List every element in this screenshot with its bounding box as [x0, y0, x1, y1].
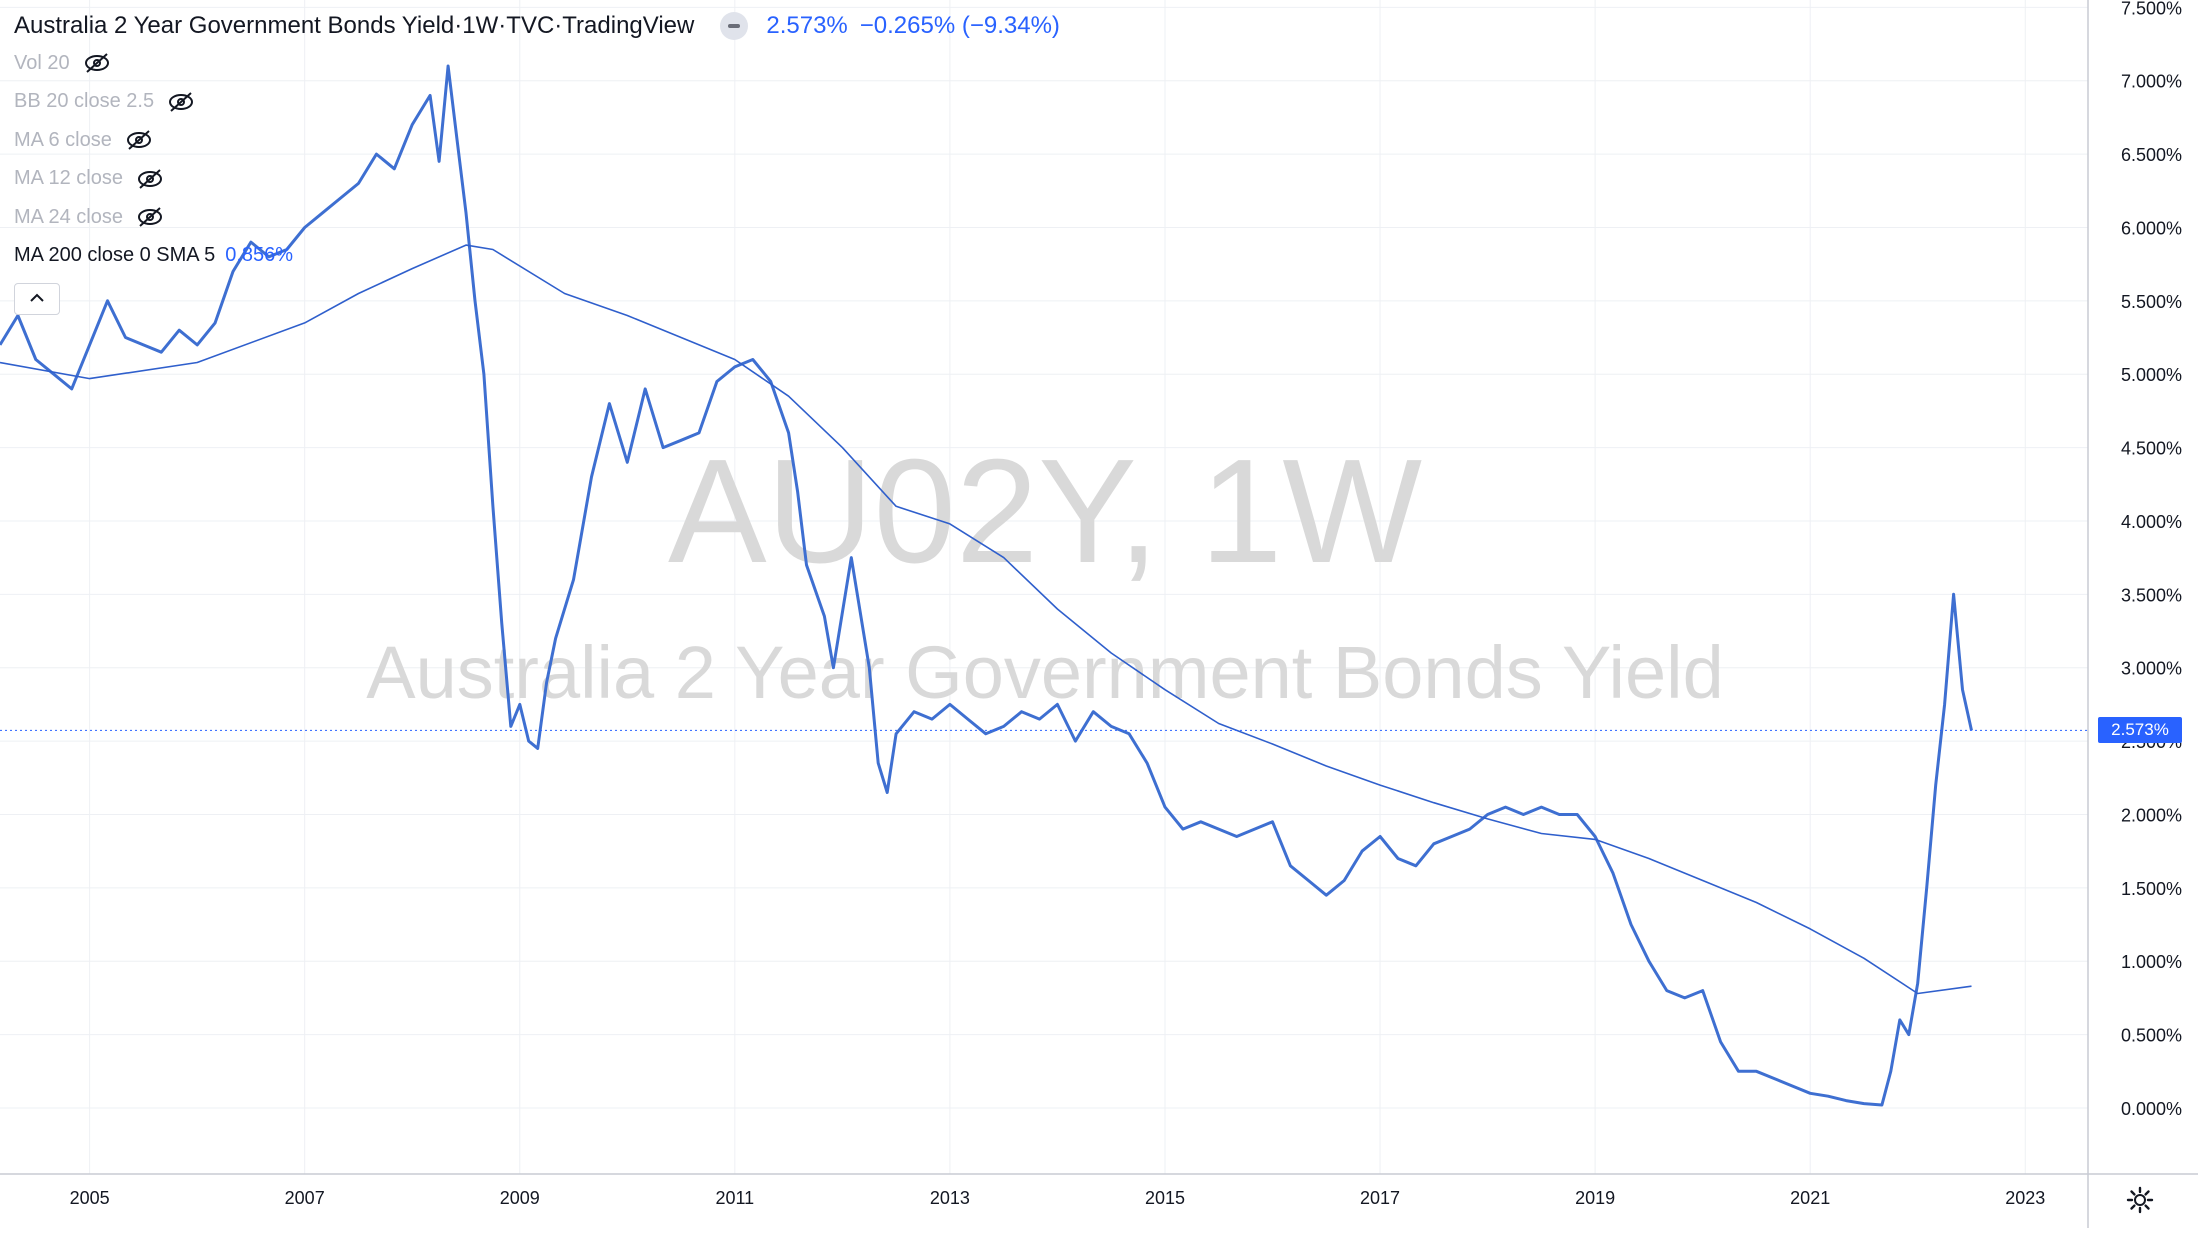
indicator-value: 0.856%	[225, 244, 294, 267]
watermark-description: Australia 2 Year Government Bonds Yield	[366, 631, 1724, 714]
y-tick-label: 7.500%	[2121, 0, 2182, 18]
platform-label: TradingView	[562, 12, 695, 39]
last-value: 2.573%	[766, 12, 848, 39]
x-tick-label: 2009	[500, 1188, 540, 1208]
indicator-label: MA 200 close 0 SMA 5	[14, 244, 216, 267]
y-tick-label: 6.000%	[2121, 218, 2182, 238]
legend: Australia 2 Year Government Bonds Yield …	[14, 8, 1072, 315]
y-tick-label: 0.000%	[2121, 1099, 2182, 1119]
y-tick-label: 4.000%	[2121, 512, 2182, 532]
eye-crossed-icon[interactable]	[137, 207, 163, 227]
indicator-label: MA 6 close	[14, 128, 112, 151]
last-price-badge: 2.573%	[2098, 717, 2182, 744]
indicator-label: BB 20 close 2.5	[14, 90, 155, 113]
x-tick-label: 2015	[1145, 1188, 1185, 1208]
watermark-symbol: AU02Y, 1W	[668, 429, 1422, 594]
indicator-ma200[interactable]: MA 200 close 0 SMA 5 0.856%	[14, 237, 1072, 276]
indicator-label: Vol 20	[14, 51, 70, 74]
eye-crossed-icon[interactable]	[168, 92, 194, 112]
interval-label[interactable]: 1W	[462, 12, 499, 39]
indicator-label: MA 12 close	[14, 167, 123, 190]
x-tick-label: 2011	[715, 1188, 754, 1208]
y-tick-label: 2.000%	[2121, 805, 2182, 825]
legend-separator: ·	[554, 12, 563, 39]
legend-separator: ·	[454, 12, 463, 39]
x-tick-label: 2023	[2005, 1188, 2045, 1208]
eye-crossed-icon[interactable]	[126, 130, 152, 150]
indicator-ma24[interactable]: MA 24 close	[14, 198, 1072, 237]
chart-settings-button[interactable]	[2120, 1182, 2160, 1222]
legend-title-row: Australia 2 Year Government Bonds Yield …	[14, 8, 1072, 44]
y-tick-label: 3.500%	[2121, 585, 2182, 605]
y-tick-label: 6.500%	[2121, 145, 2182, 165]
y-tick-label: 3.000%	[2121, 659, 2182, 679]
gear-icon	[2126, 1186, 2154, 1219]
x-tick-label: 2019	[1575, 1188, 1615, 1208]
series-layer	[0, 64, 1973, 1107]
minus-circle-icon[interactable]	[720, 12, 749, 40]
y-tick-label: 5.000%	[2121, 365, 2182, 385]
source-label: TVC	[506, 12, 555, 39]
price-series-line	[0, 64, 1973, 1107]
indicator-ma12[interactable]: MA 12 close	[14, 160, 1072, 199]
indicator-ma6[interactable]: MA 6 close	[14, 121, 1072, 160]
collapse-legend-button[interactable]	[14, 283, 60, 315]
watermark: AU02Y, 1W Australia 2 Year Government Bo…	[366, 429, 1724, 714]
indicator-vol[interactable]: Vol 20	[14, 44, 1072, 83]
eye-crossed-icon[interactable]	[84, 53, 110, 73]
x-tick-label: 2013	[930, 1188, 970, 1208]
y-tick-label: 4.500%	[2121, 439, 2182, 459]
y-tick-label: 1.000%	[2121, 952, 2182, 972]
x-tick-label: 2021	[1790, 1188, 1830, 1208]
y-tick-label: 1.500%	[2121, 879, 2182, 899]
symbol-title[interactable]: Australia 2 Year Government Bonds Yield	[14, 12, 455, 39]
y-tick-label: 7.000%	[2121, 72, 2182, 92]
x-tick-label: 2017	[1360, 1188, 1400, 1208]
ma200-series-line	[0, 244, 1972, 995]
chevron-up-icon	[29, 290, 45, 308]
y-tick-label: 0.500%	[2121, 1026, 2182, 1046]
indicator-label: MA 24 close	[14, 205, 123, 228]
indicator-bb[interactable]: BB 20 close 2.5	[14, 83, 1072, 122]
x-tick-label: 2005	[70, 1188, 110, 1208]
x-tick-label: 2007	[285, 1188, 325, 1208]
eye-crossed-icon[interactable]	[137, 169, 163, 189]
y-tick-label: 5.500%	[2121, 292, 2182, 312]
change-value: −0.265% (−9.34%)	[859, 12, 1060, 39]
grid	[0, 0, 2088, 1174]
legend-separator: ·	[498, 12, 507, 39]
